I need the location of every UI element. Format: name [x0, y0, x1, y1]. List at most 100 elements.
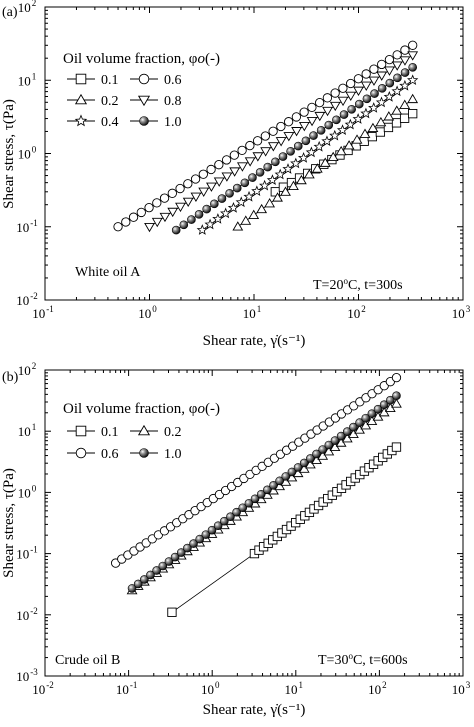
- data-point: [159, 193, 170, 203]
- data-point: [353, 74, 364, 84]
- data-point: [175, 202, 186, 213]
- series-b: [111, 372, 402, 617]
- data-point: [407, 51, 419, 61]
- legend-label: 0.2: [164, 425, 182, 440]
- legend-entry-0-6: 0.6: [130, 73, 182, 88]
- data-point: [190, 174, 201, 184]
- data-point: [195, 534, 204, 544]
- data-point: [204, 218, 216, 230]
- data-point: [383, 122, 394, 133]
- data-point: [187, 215, 196, 224]
- data-point: [75, 425, 87, 437]
- data-point: [342, 427, 352, 436]
- data-point: [260, 131, 271, 141]
- data-point: [227, 201, 240, 213]
- data-point: [384, 54, 395, 65]
- y-tick-label: 101: [18, 71, 37, 88]
- annotation-sample-b: Crude oil B: [55, 653, 120, 668]
- data-point: [303, 169, 315, 179]
- data-point: [74, 114, 88, 127]
- data-point: [353, 86, 364, 97]
- data-point: [385, 78, 395, 88]
- legend-a: 0.1 0.6 0.2 0.8 0.4 1.0: [67, 73, 182, 130]
- x-tick-label: 10-1: [116, 680, 138, 697]
- y-tick-label: 10-1: [16, 218, 38, 235]
- x-axis-label-a: Shear rate, γ̇(s⁻¹): [203, 333, 306, 349]
- data-point: [146, 570, 155, 580]
- data-point: [293, 141, 303, 151]
- data-point: [290, 157, 302, 169]
- data-point: [183, 543, 192, 553]
- legend-label: 0.1: [101, 425, 119, 440]
- series-0-8: [144, 51, 419, 233]
- data-point: [276, 121, 286, 132]
- data-point: [267, 142, 279, 152]
- y-tick-label: 102: [18, 361, 37, 378]
- series-0-6: [111, 372, 402, 568]
- data-point: [280, 186, 291, 196]
- data-point: [229, 167, 241, 177]
- data-point: [212, 213, 224, 224]
- annotation-conditions-a: T=20oC, t=300s: [313, 276, 403, 293]
- data-point: [171, 225, 181, 235]
- y-axis-label-a: Shear stress, τ(Pa): [1, 99, 17, 209]
- data-point: [344, 118, 356, 130]
- series-1-0: [171, 63, 417, 235]
- data-point: [138, 73, 150, 85]
- data-point: [321, 135, 333, 147]
- data-point: [251, 185, 263, 197]
- data-point: [221, 172, 233, 182]
- data-point: [335, 145, 347, 156]
- legend-entry-0-1: 0.1: [67, 425, 119, 440]
- data-point: [278, 152, 288, 161]
- data-point: [362, 94, 372, 104]
- data-point: [377, 84, 387, 93]
- legend-b: 0.1 0.2 0.6 1.0: [67, 424, 182, 462]
- data-point: [240, 215, 252, 225]
- data-point: [232, 507, 241, 517]
- data-point: [127, 584, 137, 593]
- data-point: [375, 116, 387, 127]
- data-point: [183, 179, 193, 189]
- data-point: [206, 164, 216, 175]
- data-point: [167, 207, 179, 218]
- series-1-0: [127, 391, 401, 593]
- data-point: [258, 179, 271, 191]
- data-point: [391, 61, 403, 71]
- data-point: [391, 105, 403, 115]
- data-point: [383, 111, 395, 121]
- data-point: [339, 110, 349, 119]
- data-point: [324, 120, 334, 130]
- data-point: [243, 190, 255, 202]
- x-tick-label: 100: [138, 304, 157, 321]
- data-point: [128, 212, 139, 222]
- data-point: [316, 126, 326, 135]
- x-tick-label: 102: [347, 304, 366, 321]
- data-point: [296, 174, 307, 185]
- data-point: [306, 116, 318, 127]
- legend-label: 0.1: [101, 73, 119, 88]
- data-point: [226, 512, 235, 522]
- y-tick-label: 101: [18, 422, 37, 439]
- data-point: [137, 424, 151, 436]
- data-point: [324, 440, 334, 450]
- data-point: [266, 174, 279, 185]
- data-point: [283, 132, 295, 142]
- data-point: [408, 108, 418, 119]
- data-point: [361, 69, 371, 79]
- data-point: [238, 503, 248, 513]
- data-point: [368, 102, 380, 113]
- data-point: [198, 187, 210, 197]
- data-point: [207, 525, 217, 535]
- data-point: [301, 136, 311, 146]
- legend-entry-0-1: 0.1: [67, 73, 119, 88]
- data-point: [376, 71, 388, 81]
- data-point: [370, 89, 379, 98]
- data-point: [330, 436, 340, 445]
- data-point: [240, 178, 250, 188]
- data-point: [167, 188, 177, 198]
- data-point: [229, 150, 239, 160]
- data-point: [400, 68, 410, 77]
- data-point: [214, 160, 224, 170]
- data-point: [201, 530, 211, 539]
